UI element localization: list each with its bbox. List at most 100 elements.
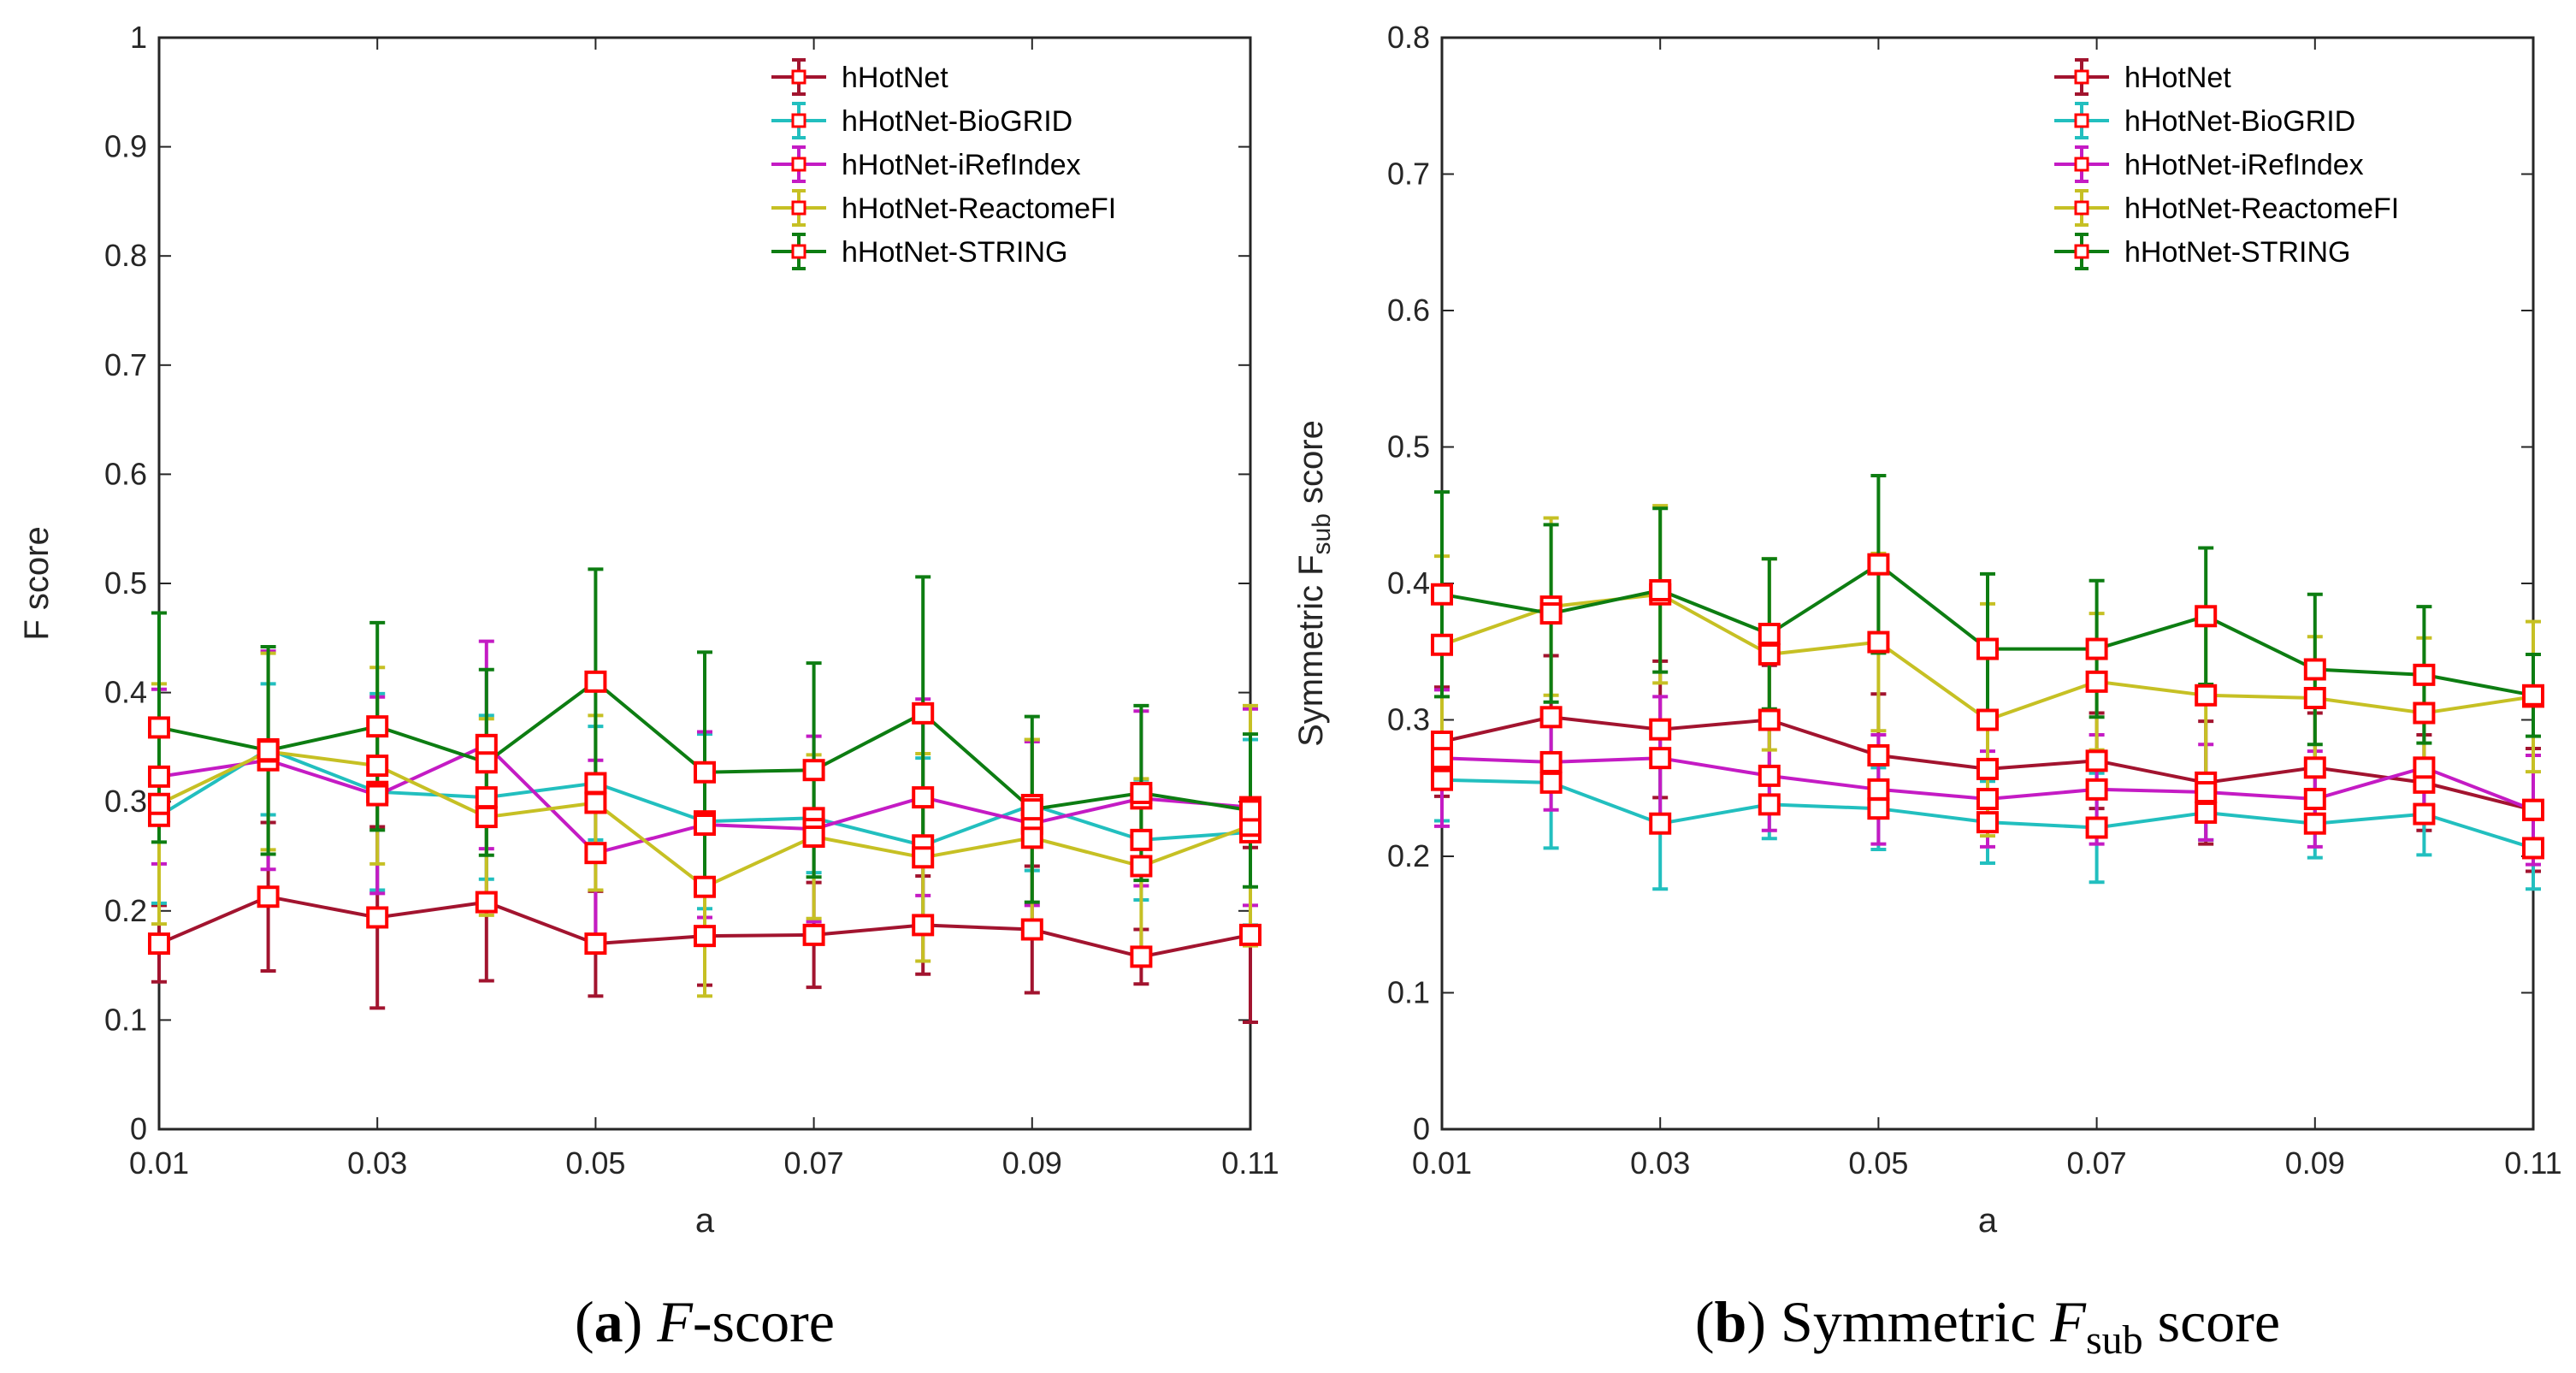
data-point — [2413, 663, 2436, 686]
data-point — [694, 760, 716, 784]
data-point — [148, 765, 170, 788]
y-tick-label-b: 0.1 — [1387, 975, 1430, 1010]
data-point — [2085, 749, 2108, 772]
data-point — [2303, 812, 2326, 835]
legend-label: hHotNet-STRING — [842, 236, 1068, 269]
data-point — [1976, 811, 1999, 834]
x-tick-label-b: 0.05 — [1848, 1145, 1908, 1181]
data-point — [584, 791, 607, 814]
legend-item-b: hHotNet-BioGRID — [2054, 102, 2355, 139]
y-axis-label-b-main: Symmetric F — [1292, 554, 1330, 746]
x-tick-label-b: 0.09 — [2285, 1145, 2345, 1181]
data-point — [148, 792, 170, 815]
data-point — [1431, 633, 1453, 656]
data-point — [1867, 553, 1890, 576]
data-point — [1758, 764, 1781, 787]
data-point — [1758, 708, 1781, 731]
data-point — [1649, 812, 1672, 835]
data-point — [1239, 923, 1261, 946]
caption-b-gap2 — [2143, 1289, 2158, 1354]
series-layer-a — [148, 567, 1261, 1024]
x-axis-label-a: a — [695, 1202, 715, 1240]
data-point — [1130, 855, 1153, 878]
data-point — [1539, 602, 1563, 625]
legend-label: hHotNet-STRING — [2124, 236, 2351, 269]
markers-a-4 — [148, 670, 1261, 822]
data-point — [1649, 578, 1672, 601]
data-point — [694, 875, 716, 898]
legend-label: hHotNet-BioGRID — [842, 105, 1072, 138]
data-point — [1020, 918, 1043, 941]
data-point — [1539, 771, 1563, 794]
caption-b-title-start: Symmetric — [1781, 1289, 2035, 1354]
y-tick-label-b: 0.7 — [1387, 157, 1430, 192]
axes-a: 0 0.1 0.2 0.3 0.4 0.5 0.6 0.7 0.8 0.9 1 0.01 0.03 0.0… — [104, 20, 1279, 1181]
y-tick-label-a: 0.4 — [104, 675, 147, 710]
data-point — [1020, 826, 1043, 849]
legend-swatch-marker — [2074, 200, 2089, 216]
legend-swatch-marker — [2074, 113, 2089, 128]
data-point — [2303, 686, 2326, 709]
data-point — [1431, 747, 1453, 770]
y-axis-label-b: Symmetric Fsub score — [1292, 420, 1336, 747]
data-point — [257, 739, 280, 762]
data-point — [1976, 637, 1999, 660]
legend-item-a: hHotNet-iRefIndex — [771, 145, 1081, 183]
markers-b-1 — [1431, 768, 2544, 860]
y-tick-label-a: 0.9 — [104, 129, 147, 164]
x-tick-label-a: 0.11 — [1221, 1145, 1279, 1181]
caption-b-paren-close: ) — [1746, 1289, 1781, 1354]
y-tick-label-a: 0.2 — [104, 893, 147, 928]
data-point — [475, 806, 498, 829]
caption-b-label: b — [1715, 1289, 1747, 1354]
y-tick-label-b: 0.5 — [1387, 429, 1430, 465]
y-tick-label-a: 0.8 — [104, 238, 147, 273]
data-point — [1976, 757, 1999, 780]
data-point — [584, 670, 607, 693]
y-tick-label-a: 0.7 — [104, 347, 147, 382]
data-point — [584, 772, 607, 795]
data-point — [802, 759, 825, 782]
caption-b-title-italic: F — [2049, 1289, 2087, 1354]
legend-item-a: hHotNet-ReactomeFI — [771, 189, 1116, 227]
markers-a-3 — [148, 740, 1261, 898]
legend-label: hHotNet-BioGRID — [2124, 105, 2355, 138]
legend-label: hHotNet — [2124, 62, 2231, 94]
caption-b-title-rest: score — [2158, 1289, 2280, 1354]
data-point — [2522, 837, 2544, 860]
data-point — [584, 932, 607, 956]
data-point — [2303, 756, 2326, 779]
data-point — [1239, 799, 1261, 822]
x-tick-label-a: 0.07 — [784, 1145, 844, 1181]
data-point — [148, 932, 170, 956]
data-point — [2195, 684, 2218, 707]
y-tick-label-a: 0.3 — [104, 784, 147, 819]
legend-item-a: hHotNet-STRING — [771, 233, 1068, 270]
data-point — [2195, 801, 2218, 824]
caption-a-title-rest: -score — [693, 1289, 835, 1354]
legend-item-b: hHotNet-iRefIndex — [2054, 145, 2364, 183]
data-point — [1867, 743, 1890, 766]
data-point — [912, 701, 935, 725]
data-point — [2085, 778, 2108, 801]
legend-label: hHotNet-ReactomeFI — [2124, 192, 2399, 225]
data-point — [2085, 816, 2108, 839]
data-point — [366, 784, 389, 807]
data-point — [2413, 756, 2436, 779]
caption-a-paren-close: ) — [623, 1289, 658, 1354]
legend-label: hHotNet-ReactomeFI — [842, 192, 1116, 225]
legend-swatch-marker — [2074, 69, 2089, 85]
panel-a: 0 0.1 0.2 0.3 0.4 0.5 0.6 0.7 0.8 0.9 1 0.01 0.03 0.0… — [18, 20, 1279, 1354]
series-layer-b — [1431, 473, 2544, 891]
legend-swatch-marker — [791, 157, 806, 172]
y-tick-label-b: 0 — [1413, 1111, 1430, 1146]
markers-b-4 — [1431, 553, 2544, 707]
data-point — [2413, 701, 2436, 725]
x-tick-label-b: 0.01 — [1412, 1145, 1472, 1181]
data-point — [2522, 798, 2544, 821]
data-point — [1758, 623, 1781, 646]
data-point — [1431, 583, 1453, 606]
data-point — [2085, 670, 2108, 693]
caption-a-title-italic: F — [656, 1289, 694, 1354]
data-point — [2303, 658, 2326, 681]
